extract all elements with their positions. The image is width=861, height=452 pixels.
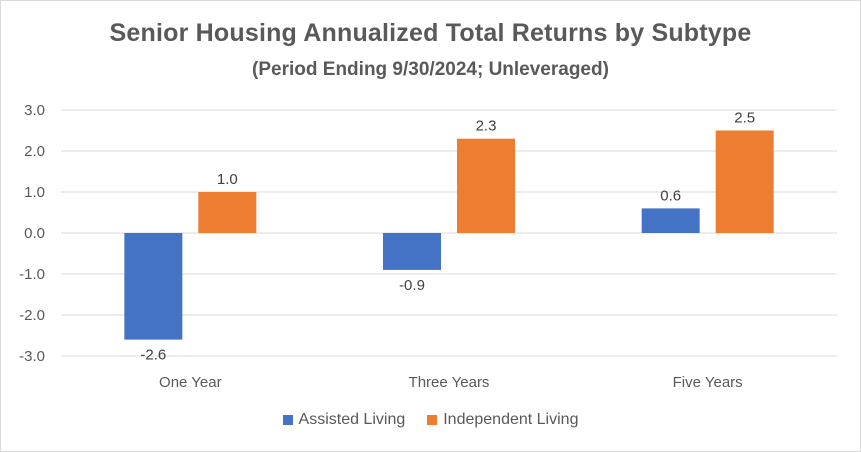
x-tick-label: Three Years [409,374,490,391]
data-label: -0.9 [399,277,425,294]
x-tick-label: One Year [159,374,222,391]
chart-legend: Assisted Living Independent Living [1,411,860,429]
y-tick-label: 1.0 [24,184,45,201]
y-tick-label: -2.0 [19,307,45,324]
legend-item-assisted-living: Assisted Living [282,411,406,429]
y-tick-label: -1.0 [19,266,45,283]
legend-label-independent-living: Independent Living [443,411,579,428]
bar [715,130,774,233]
bar [124,233,183,340]
y-tick-label: 3.0 [24,102,45,119]
y-tick-label: 2.0 [24,143,45,160]
legend-label-assisted-living: Assisted Living [298,411,406,428]
data-label: 0.6 [660,187,681,204]
y-tick-label: -3.0 [19,348,45,365]
legend-swatch-assisted-living [282,415,293,425]
chart-title: Senior Housing Annualized Total Returns … [109,19,752,47]
data-label: 2.3 [476,118,497,135]
bar [457,138,515,233]
bar [641,208,700,233]
bar [383,233,441,270]
bar [198,192,257,233]
chart-subtitle: (Period Ending 9/30/2024; Unleveraged) [252,59,609,80]
data-label: -2.6 [140,347,166,364]
legend-swatch-independent-living [427,415,438,425]
legend-item-independent-living: Independent Living [427,411,578,429]
data-label: 1.0 [217,171,238,188]
x-tick-label: Five Years [673,374,743,391]
y-tick-label: 0.0 [24,225,45,242]
data-label: 2.5 [734,110,755,127]
